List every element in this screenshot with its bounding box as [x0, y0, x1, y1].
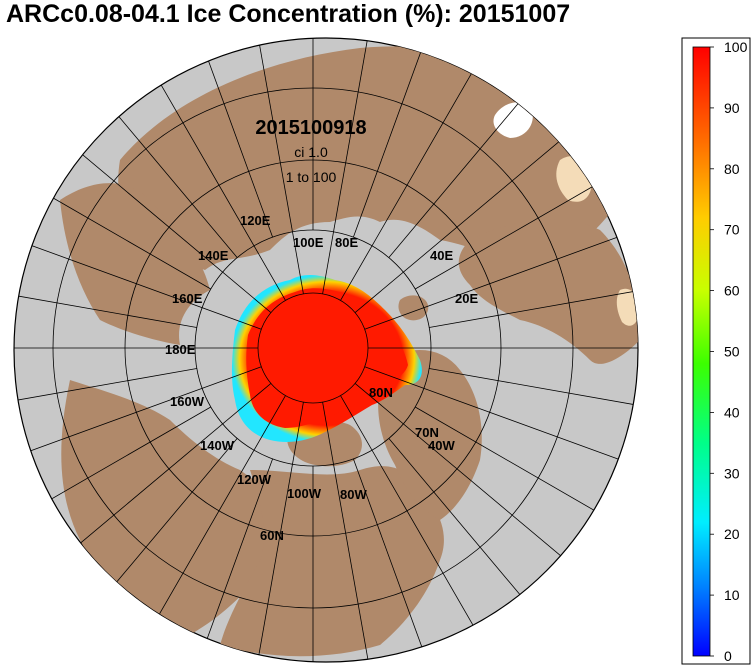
- colorbar-frame: [681, 37, 751, 665]
- lon-label-80w: 80W: [340, 487, 367, 502]
- land-greenland: [378, 350, 482, 520]
- lon-label-180e: 180E: [165, 342, 196, 357]
- colorbar-tick-label: 40: [724, 404, 740, 420]
- map-title: ARCc0.08-04.1 Ice Concentration (%): 201…: [6, 0, 570, 28]
- meridian-line: [388, 94, 526, 258]
- sea-ice-core: [246, 288, 408, 428]
- meridian-line: [415, 406, 599, 514]
- colorbar-tick-label: 0: [724, 648, 732, 664]
- meridian-line: [429, 290, 638, 328]
- graticule: [14, 38, 638, 662]
- meridian-line: [353, 458, 427, 659]
- lon-label-140e: 140E: [198, 248, 229, 263]
- meridian-line: [255, 38, 304, 294]
- meridian-line: [199, 458, 273, 659]
- meridian-line: [27, 406, 212, 514]
- colorbar-tick-label: 100: [724, 39, 748, 55]
- annotation-ci: ci 1.0: [294, 144, 328, 160]
- annotation-range: 1 to 100: [286, 169, 337, 185]
- colorbar-tick-label: 60: [724, 283, 740, 299]
- colorbar-gradient: [692, 46, 711, 657]
- colorbar-tick-label: 30: [724, 465, 740, 481]
- meridian-line: [14, 368, 197, 406]
- land-scandinavia: [458, 219, 638, 364]
- meridian-line: [100, 94, 238, 258]
- colorbar-tick-label: 10: [724, 587, 740, 603]
- lon-label-120w: 120W: [237, 472, 272, 487]
- land-canada: [220, 466, 444, 657]
- meridian-line: [59, 383, 272, 561]
- grid-labels: 120E 100E 80E 140E 40E 160E 20E 180E 160…: [165, 213, 478, 543]
- meridian-line: [14, 290, 197, 328]
- lon-label-100e: 100E: [293, 235, 324, 250]
- colorbar-tick-label: 90: [724, 100, 740, 116]
- lon-label-120e: 120E: [240, 213, 271, 228]
- meridian-line: [100, 438, 238, 602]
- lon-label-20e: 20E: [455, 291, 478, 306]
- annotation-date: 2015100918: [255, 117, 366, 139]
- meridian-line: [340, 62, 479, 301]
- meridian-line: [354, 135, 567, 313]
- lat-label-80n: 80N: [369, 385, 393, 400]
- meridian-line: [429, 368, 638, 406]
- colorbar-tick-label: 50: [724, 344, 740, 360]
- meridian-lines: [14, 38, 638, 662]
- meridian-line: [388, 438, 526, 602]
- meridian-line: [340, 395, 479, 634]
- lon-label-140w: 140W: [200, 438, 235, 453]
- meridian-line: [364, 366, 624, 462]
- lat-label-60n: 60N: [260, 528, 284, 543]
- meridian-line: [322, 38, 371, 294]
- meridian-line: [255, 402, 304, 662]
- sea-ice-group: [231, 275, 422, 443]
- meridian-line: [14, 366, 262, 462]
- lat-label-70n: 70N: [415, 425, 439, 440]
- meridian-line: [354, 383, 567, 561]
- meridian-line: [364, 234, 624, 330]
- lon-label-100w: 100W: [287, 486, 322, 501]
- lon-label-160w: 160W: [170, 394, 205, 409]
- meridian-line: [14, 234, 262, 330]
- colorbar-tick-label: 70: [724, 222, 740, 238]
- meridian-line: [415, 182, 599, 290]
- lon-label-40w: 40W: [428, 438, 455, 453]
- colorbar-tick-label: 80: [724, 161, 740, 177]
- meridian-line: [199, 38, 273, 238]
- meridian-line: [147, 395, 286, 634]
- meridian-line: [353, 38, 427, 238]
- meridian-line: [27, 182, 212, 290]
- meridian-line: [147, 62, 286, 301]
- meridian-line: [59, 135, 272, 313]
- lon-label-80e: 80E: [335, 235, 358, 250]
- meridian-line: [322, 402, 371, 662]
- land-snow-patch: [493, 102, 533, 138]
- lon-label-40e: 40E: [430, 248, 453, 263]
- lon-label-160e: 160E: [172, 291, 203, 306]
- land-siberia: [118, 46, 638, 270]
- colorbar-tick-label: 20: [724, 526, 740, 542]
